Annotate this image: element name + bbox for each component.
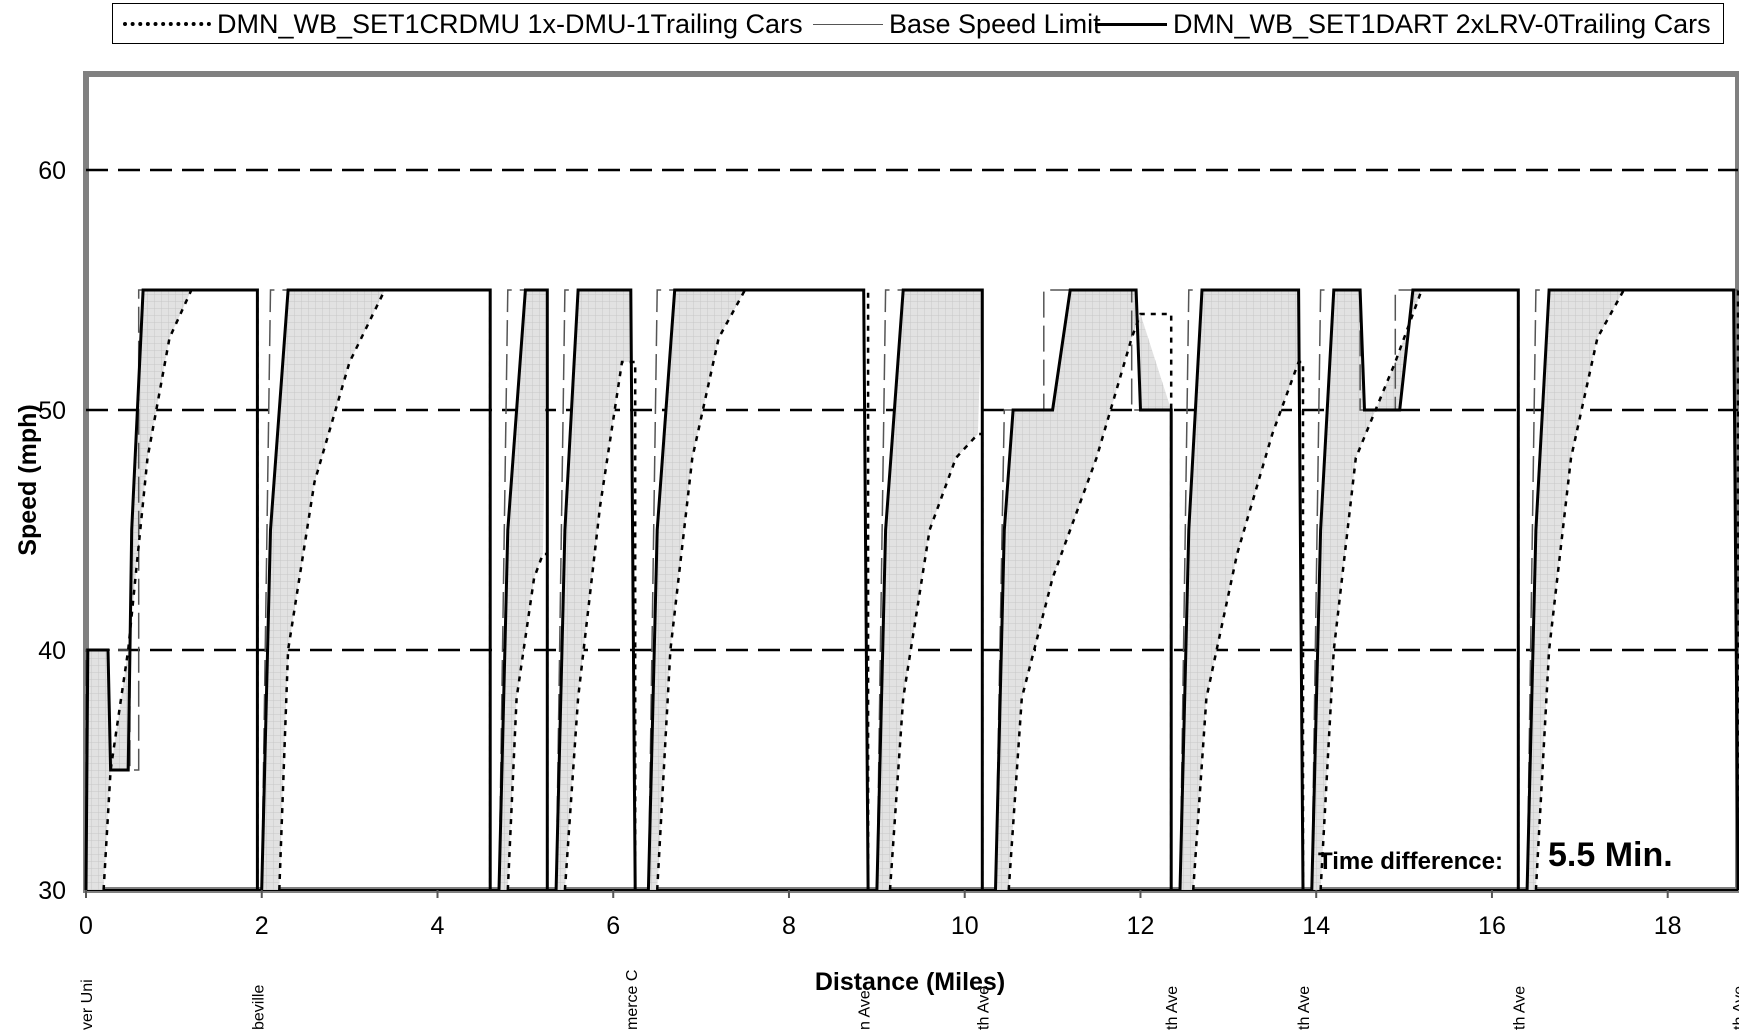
station-label: beville xyxy=(250,985,267,1030)
legend-label-limit: Base Speed Limit xyxy=(889,9,1101,39)
lrv-speed-line xyxy=(497,288,549,891)
station-label: th Ave xyxy=(1296,986,1313,1030)
fill-layer xyxy=(86,290,1734,890)
y-tick-label: 40 xyxy=(38,637,66,665)
difference-area xyxy=(1180,290,1299,890)
difference-area xyxy=(1311,290,1519,890)
speed-limit-line xyxy=(260,289,491,891)
speed-limit-line xyxy=(994,289,1172,891)
difference-area xyxy=(556,290,631,890)
station-label: th Ave xyxy=(1164,986,1181,1030)
speed-limit-line xyxy=(85,289,253,890)
lrv-speed-line xyxy=(84,288,259,891)
y-tick-label: 60 xyxy=(38,157,66,185)
speed-limit-line xyxy=(555,289,631,891)
lrv-speed-line xyxy=(1178,288,1305,891)
station-label: th Ave xyxy=(1511,986,1528,1030)
station-label: ver Uni xyxy=(79,979,96,1030)
time-difference-value: 5.5 Min. xyxy=(1548,836,1673,874)
station-label: merce C xyxy=(624,970,641,1030)
station-label: n Ave xyxy=(857,990,874,1030)
chart-legend: DMN_WB_SET1CRDMU 1x-DMU-1Trailing Cars B… xyxy=(112,3,1724,44)
difference-area xyxy=(1527,290,1734,890)
y-tick-label: 30 xyxy=(38,877,66,905)
lrv-speed-line xyxy=(554,288,637,891)
lrv-speed-line xyxy=(260,288,492,891)
y-tick-label: 50 xyxy=(38,397,66,425)
y-axis-title: Speed (mph) xyxy=(14,404,42,555)
x-tick-label: 2 xyxy=(255,912,269,940)
legend-label-dmu: DMN_WB_SET1CRDMU 1x-DMU-1Trailing Cars xyxy=(217,9,803,39)
limit-layer xyxy=(85,289,1738,891)
dmu-speed-line xyxy=(1191,360,1305,891)
difference-area xyxy=(86,290,258,890)
speed-limit-line xyxy=(1179,289,1299,891)
difference-area xyxy=(995,290,1172,890)
time-difference-label: Time difference: xyxy=(1318,848,1503,875)
lrv-layer xyxy=(84,288,1739,891)
grid-layer xyxy=(86,168,1738,891)
dmu-speed-line xyxy=(1534,288,1739,891)
lrv-speed-line xyxy=(994,288,1173,891)
legend-item-lrv: DMN_WB_SET1DART 2xLRV-0Trailing Cars xyxy=(1095,10,1711,38)
x-tick-label: 4 xyxy=(431,912,445,940)
x-tick-label: 10 xyxy=(951,912,979,940)
station-label: th Ave xyxy=(975,986,992,1030)
lrv-speed-line xyxy=(1310,288,1520,891)
x-tick-label: 12 xyxy=(1127,912,1155,940)
lrv-speed-line xyxy=(875,288,984,891)
difference-area xyxy=(876,290,983,890)
lrv-speed-line xyxy=(646,288,870,891)
legend-swatch-dmu xyxy=(123,22,211,26)
dmu-speed-line xyxy=(563,360,637,891)
x-tick-label: 16 xyxy=(1478,912,1506,940)
axis-layer: 30 40 50 60 0 2 4 6 8 10 12 14 16 18 ver Uni beville mer… xyxy=(38,157,1739,1030)
x-tick-label: 8 xyxy=(782,912,796,940)
x-tick-label: 18 xyxy=(1654,912,1682,940)
legend-label-lrv: DMN_WB_SET1DART 2xLRV-0Trailing Cars xyxy=(1173,9,1711,39)
legend-swatch-limit xyxy=(813,23,883,25)
legend-swatch-lrv xyxy=(1095,22,1167,26)
difference-area xyxy=(261,290,491,890)
x-tick-label: 6 xyxy=(606,912,620,940)
lrv-speed-line xyxy=(1525,288,1739,891)
legend-item-dmu: DMN_WB_SET1CRDMU 1x-DMU-1Trailing Cars xyxy=(123,10,803,38)
speed-limit-line xyxy=(1311,289,1519,891)
speed-limit-line xyxy=(647,289,869,891)
legend-item-limit: Base Speed Limit xyxy=(813,10,1101,38)
dmu-speed-line xyxy=(278,288,492,891)
station-label: th Ave xyxy=(1731,986,1739,1030)
x-axis-title: Distance (Miles) xyxy=(815,968,1005,996)
x-tick-label: 0 xyxy=(79,912,93,940)
dmu-speed-line xyxy=(655,288,870,891)
x-tick-label: 14 xyxy=(1302,912,1330,940)
difference-area xyxy=(499,290,548,890)
dmu-speed-line xyxy=(1007,312,1173,891)
